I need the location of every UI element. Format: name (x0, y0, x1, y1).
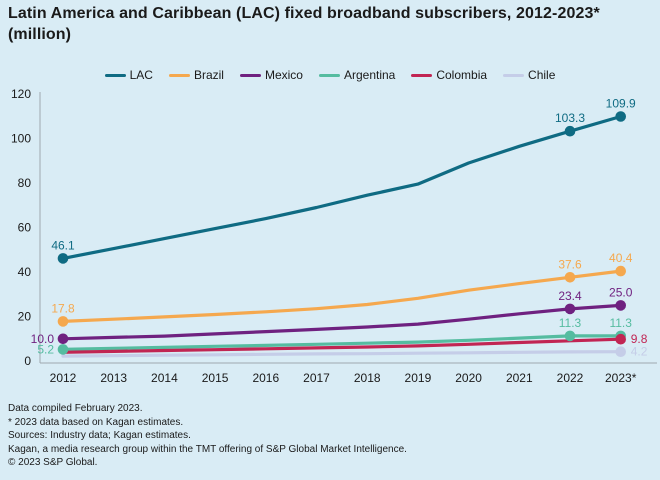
data-point-label-lac-2023*: 109.9 (606, 96, 636, 110)
legend-swatch-mexico (239, 73, 261, 77)
series-line-argentina (61, 334, 623, 351)
data-point-label-argentina-2022: 11.3 (559, 316, 582, 330)
data-point-chile-2023* (615, 346, 626, 358)
legend-item-colombia: Colombia (411, 68, 487, 82)
series-line-chile (61, 350, 623, 358)
series-line-brazil (61, 269, 623, 323)
data-point-label-mexico-2023*: 25.0 (609, 285, 633, 299)
legend-label: Brazil (193, 68, 224, 82)
data-point-colombia-2023* (615, 333, 626, 345)
series-line-lac (61, 114, 623, 260)
legend-label: Mexico (264, 68, 303, 82)
data-point-mexico-2012 (57, 333, 69, 345)
y-axis-tick-label: 20 (18, 310, 32, 324)
y-axis-tick-label: 0 (24, 354, 31, 368)
legend-swatch-brazil (168, 73, 190, 77)
x-axis-tick-label: 2020 (455, 371, 482, 385)
x-axis-tick-label: 2023* (605, 371, 637, 385)
data-point-lac-2012 (57, 253, 69, 264)
footnote-line: Sources: Industry data; Kagan estimates. (8, 430, 191, 442)
data-point-label-brazil-2022: 37.6 (558, 257, 582, 271)
line-chart: 0 20 40 60 80 100 120 2012 2013 2014 2015 2016 2017 2… (0, 88, 660, 390)
x-axis-tick-label: 2022 (557, 371, 584, 385)
data-point-brazil-2012 (57, 316, 69, 327)
y-axis-tick-label: 120 (11, 88, 31, 101)
data-point-label-lac-2022: 103.3 (555, 111, 585, 125)
data-point-mexico-2023* (615, 300, 626, 311)
data-point-label-lac-2012: 46.1 (51, 238, 75, 252)
x-axis-tick-label: 2016 (252, 371, 279, 385)
data-point-label-mexico-2022: 23.4 (558, 289, 582, 303)
y-axis-tick-label: 40 (18, 265, 32, 279)
data-point-label-chile-2023*: 4.2 (631, 345, 648, 359)
data-point-lac-2023* (615, 111, 626, 122)
legend-label: LAC (129, 68, 153, 82)
data-point-label-argentina-2012: 5.2 (37, 342, 54, 356)
legend-item-brazil: Brazil (168, 68, 224, 82)
legend-item-argentina: Argentina (318, 68, 396, 82)
x-axis-tick-label: 2012 (50, 371, 77, 385)
footnote-line: Kagan, a media research group within the… (8, 443, 407, 455)
data-point-brazil-2022 (564, 272, 576, 283)
x-axis-tick-label: 2017 (303, 371, 330, 385)
x-axis-tick-label: 2021 (506, 371, 533, 385)
legend-item-mexico: Mexico (239, 68, 303, 82)
chart-legend: LAC Brazil Mexico Argentina Colombia Chile (0, 66, 660, 84)
x-axis-tick-label: 2014 (151, 371, 178, 385)
footnote-line: Data compiled February 2023. (8, 403, 143, 414)
y-axis-tick-label: 60 (18, 221, 32, 235)
chart-title: Latin America and Caribbean (LAC) fixed … (8, 5, 600, 43)
legend-swatch-argentina (318, 73, 340, 77)
data-point-label-brazil-2012: 17.8 (51, 301, 75, 315)
y-axis-tick-label: 80 (18, 176, 32, 190)
x-axis-tick-label: 2019 (405, 371, 432, 385)
series-line-mexico (61, 303, 623, 341)
legend-swatch-lac (104, 73, 126, 77)
x-axis-tick-label: 2015 (202, 371, 229, 385)
data-point-label-colombia-2023*: 9.8 (631, 332, 648, 346)
data-point-mexico-2022 (564, 303, 576, 315)
x-axis-tick-label: 2013 (100, 371, 127, 385)
legend-item-chile: Chile (503, 68, 555, 82)
data-point-label-mexico-2012: 10.0 (31, 332, 55, 346)
data-point-brazil-2023* (615, 265, 626, 277)
x-axis-tick-label: 2018 (354, 371, 381, 385)
data-point-argentina-2012 (57, 344, 69, 355)
data-point-argentina-2022 (564, 330, 576, 342)
y-axis-tick-label: 100 (11, 132, 31, 146)
data-point-label-argentina-2023*: 11.3 (609, 316, 632, 330)
footnote-line: * 2023 data based on Kagan estimates. (8, 416, 184, 428)
legend-item-lac: LAC (104, 68, 153, 82)
data-point-lac-2022 (564, 125, 576, 137)
axis-lines (39, 92, 657, 364)
legend-swatch-colombia (411, 73, 433, 77)
footnote-line: © 2023 S&P Global. (8, 457, 98, 469)
legend-label: Colombia (436, 68, 488, 82)
data-point-label-brazil-2023*: 40.4 (609, 251, 633, 265)
series-line-colombia (61, 337, 623, 354)
legend-swatch-chile (503, 73, 525, 77)
footnotes: Data compiled February 2023. * 2023 data … (8, 402, 648, 470)
chart-canvas: 0 20 40 60 80 100 120 2012 2013 2014 2015 2016 2017 2… (11, 88, 657, 385)
legend-label: Chile (528, 68, 556, 82)
legend-label: Argentina (343, 68, 396, 82)
